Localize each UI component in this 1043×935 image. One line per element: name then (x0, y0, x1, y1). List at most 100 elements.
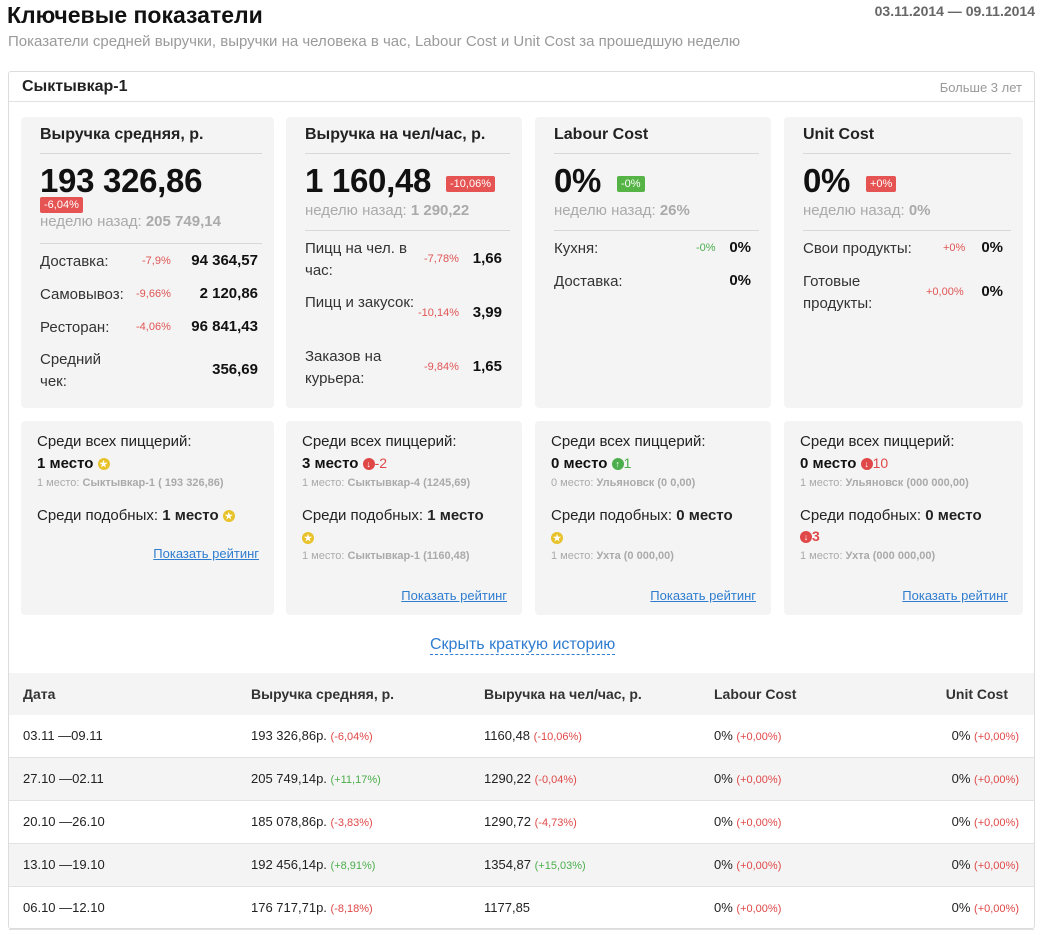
rating-delta: 1 (623, 455, 632, 471)
divider (554, 230, 759, 231)
divider (40, 243, 262, 244)
metric-value: 0% (981, 239, 1003, 256)
unit-pct: (+0,00%) (974, 860, 1019, 872)
unit-pct: (+0,00%) (974, 903, 1019, 915)
rating-all-label: Среди всех пиццерий: (37, 433, 192, 450)
kpi-change: -0% (617, 176, 645, 192)
divider (305, 230, 510, 231)
table-cell: 1290,22 (-0,04%) (484, 771, 577, 786)
metric-label: Доставка: (554, 273, 623, 290)
place-text: 1 место (37, 455, 94, 472)
kpi-change-badge: +0% (866, 174, 897, 192)
table-cell: 205 749,14р. (+11,17%) (251, 771, 381, 786)
date-text: 20.10 —26.10 (23, 814, 105, 829)
show-rating-link[interactable]: Показать рейтинг (401, 588, 507, 603)
rph-value: 1354,87 (484, 857, 531, 872)
metric-label: Пицц и закусок: (305, 294, 415, 311)
kpi-title: Unit Cost (803, 126, 875, 143)
rating-similar-place: 1 место (427, 507, 484, 524)
rating-similar-note: 1 место: Ухта (000 000,00) (800, 550, 935, 562)
arrow-down-icon: ↓ (362, 458, 375, 470)
rph-pct: (+15,03%) (534, 860, 586, 872)
table-cell: 192 456,14р. (+8,91%) (251, 857, 375, 872)
rating-similar-label: Среди подобных: (302, 507, 424, 524)
revenue-pct: (-3,83%) (330, 817, 373, 829)
column-header: Дата (23, 686, 56, 702)
kpi-change: +0% (866, 176, 897, 192)
rph-pct: (-4,73%) (534, 817, 577, 829)
note-label: 1 место: (302, 550, 345, 562)
metric-pct: -7,9% (142, 255, 171, 267)
table-cell: 0% (+0,00%) (714, 814, 781, 829)
rating-all-note: 1 место: Ульяновск (000 000,00) (800, 477, 969, 489)
table-cell: 03.11 —09.11 (23, 728, 103, 743)
unit-value: 0% (951, 771, 971, 786)
table-cell: 0% (+0,00%) (714, 728, 781, 743)
kpi-value: 1 160,48 (305, 162, 432, 199)
table-cell: 1160,48 (-10,06%) (484, 728, 582, 743)
star-icon: ★ (97, 458, 110, 470)
store-panel: Сыктывкар-1 Больше 3 лет Выручка средняя… (8, 71, 1035, 930)
table-cell: 27.10 —02.11 (23, 771, 104, 786)
labour-value: 0% (714, 814, 733, 829)
rating-all-note: 1 место: Сыктывкар-4 (1245,69) (302, 477, 470, 489)
table-cell: 193 326,86р. (-6,04%) (251, 728, 373, 743)
note-value: Сыктывкар-4 (1245,69) (347, 477, 471, 489)
show-rating-link[interactable]: Показать рейтинг (153, 546, 259, 561)
metric-pct: -7,78% (424, 253, 459, 265)
metric-pct: -0% (696, 242, 716, 254)
kpi-change-badge: -6,04% (40, 195, 83, 213)
metric-pct: +0,00% (926, 286, 964, 298)
table-cell: 0% (+0,00%) (952, 900, 1019, 915)
hide-history-link[interactable]: Скрыть краткую историю (430, 636, 616, 655)
rating-similar-place: 0 место (925, 507, 982, 524)
table-row: 03.11 —09.11 193 326,86р. (-6,04%) 1160,48… (9, 715, 1034, 758)
rating-similar-label: Среди подобных: (800, 507, 922, 524)
note-value: Ухта (0 000,00) (596, 550, 674, 562)
store-panel-header: Сыктывкар-1 Больше 3 лет (9, 72, 1034, 102)
note-value: Сыктывкар-1 (1160,48) (347, 550, 470, 562)
labour-pct: (+0,00%) (736, 860, 782, 872)
divider (40, 153, 262, 154)
metric-label: Готовые продукты: (803, 273, 873, 312)
star-icon: ★ (302, 532, 314, 544)
page-title: Ключевые показатели (7, 2, 263, 28)
note-label: 1 место: (37, 477, 80, 489)
labour-value: 0% (714, 900, 733, 915)
metric-row: Заказов на курьера: -9,84% 1,65 (305, 346, 506, 390)
revenue-pct: (+11,17%) (330, 774, 381, 786)
rating-delta: 10 (872, 455, 889, 471)
unit-pct: (+0,00%) (974, 774, 1019, 786)
divider (554, 153, 759, 154)
kpi-week-ago: неделю назад: 205 749,14 (40, 213, 221, 230)
kpi-value: 0% (554, 162, 602, 199)
rph-pct: (-10,06%) (533, 731, 582, 743)
revenue-value: 192 456,14р. (251, 857, 327, 872)
metric-row: Пицц на чел. в час: -7,78% 1,66 (305, 238, 506, 282)
table-cell: 0% (+0,00%) (714, 900, 781, 915)
unit-value: 0% (951, 814, 971, 829)
rating-all-note: 1 место: Сыктывкар-1 ( 193 326,86) (37, 477, 224, 489)
rating-similar: Среди подобных: 0 место (551, 507, 733, 524)
week-ago-value: 26% (659, 202, 690, 219)
column-header: Выручка средняя, р. (251, 686, 395, 702)
unit-pct: (+0,00%) (974, 731, 1019, 743)
kpi-title: Labour Cost (554, 126, 649, 143)
week-ago-value: 1 290,22 (410, 202, 470, 219)
kpi-card-revenue: Выручка средняя, р. 193 326,86 -6,04% не… (21, 117, 274, 408)
metric-pct: -4,06% (136, 321, 171, 333)
metric-row: Свои продукты: +0% 0% (803, 238, 1007, 262)
metric-label: Самовывоз: (40, 286, 124, 303)
table-cell: 06.10 —12.10 (23, 900, 105, 915)
kpi-value: 193 326,86 (40, 162, 203, 199)
store-age: Больше 3 лет (939, 80, 1022, 95)
show-rating-link[interactable]: Показать рейтинг (650, 588, 756, 603)
unit-value: 0% (951, 900, 971, 915)
show-rating-link[interactable]: Показать рейтинг (902, 588, 1008, 603)
rating-all-label: Среди всех пиццерий: (302, 433, 457, 450)
metric-pct: -9,66% (136, 288, 171, 300)
rph-value: 1177,85 (484, 900, 531, 915)
metric-value: 2 120,86 (199, 285, 258, 302)
date-range: 03.11.2014 — 09.11.2014 (874, 3, 1035, 19)
revenue-value: 193 326,86р. (251, 728, 327, 743)
